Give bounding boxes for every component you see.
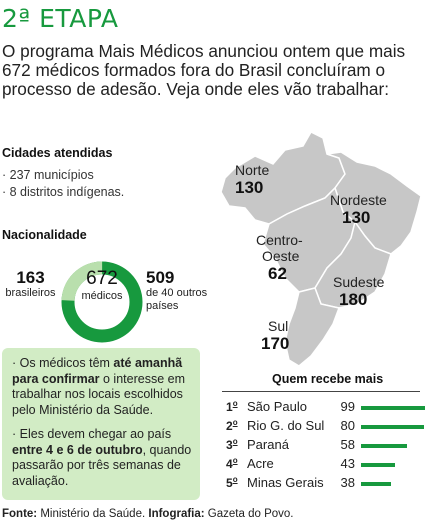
ranking-value: 99 <box>340 399 355 414</box>
foreign-label: de 40 outros países <box>146 287 208 312</box>
ranking-row: 5o Minas Gerais 38 <box>226 475 424 493</box>
ranking-divider <box>222 391 420 392</box>
total-label: médicos <box>81 290 123 302</box>
note-highlight: até amanhã para confirmar <box>12 356 183 386</box>
ranking-value: 58 <box>340 437 355 452</box>
foreign-count: 509 de 40 outros países <box>146 268 216 313</box>
region-name: Sul <box>268 318 289 334</box>
region-value: 180 <box>339 290 368 309</box>
region-name: Nordeste <box>330 192 387 208</box>
ranking-position: 2o <box>226 418 238 433</box>
foreign-value: 509 <box>146 268 175 287</box>
ranking-bar <box>361 482 391 486</box>
brazilian-label: brasileiros <box>5 287 56 299</box>
page-title: 2ª ETAPA <box>2 4 119 33</box>
ranking-bar <box>361 425 424 429</box>
ranking-position: 3o <box>226 437 238 452</box>
ranking-row: 4o Acre 43 <box>226 456 424 474</box>
ranking-value: 38 <box>340 475 355 490</box>
donut-center: 672 médicos <box>60 268 144 302</box>
note-text: · Eles devem chegar ao país <box>12 427 172 441</box>
ranking-position: 1o <box>226 399 238 414</box>
brazilian-count: 163 brasileiros <box>2 268 59 300</box>
region-value: 130 <box>235 178 264 197</box>
ranking-heading: Quem recebe mais <box>272 372 384 386</box>
note-paragraph-confirm: · Os médicos têm até amanhã para confirm… <box>12 356 192 418</box>
note-text: o interesse em trabalhar nos locais esco… <box>12 371 185 417</box>
region-label-centro-oeste: Centro- Oeste 62 <box>256 232 303 283</box>
lead-paragraph: O programa Mais Médicos anunciou ontem q… <box>2 41 406 99</box>
region-value: 130 <box>342 208 371 227</box>
infographic-text: Gazeta do Povo. <box>204 508 294 520</box>
source-text: Ministério da Saúde. <box>37 508 149 520</box>
source-label: Fonte: <box>2 508 38 520</box>
region-label-sudeste: Sudeste 180 <box>333 274 384 309</box>
region-value: 62 <box>268 264 287 283</box>
info-note-box: · Os médicos têm até amanhã para confirm… <box>2 348 200 500</box>
ranking-state: Rio G. do Sul <box>247 418 325 433</box>
cities-item-municipios: · 237 municípios <box>2 168 94 182</box>
cities-heading: Cidades atendidas <box>2 146 113 160</box>
ranking-bar <box>361 444 407 448</box>
source-credit: Fonte: Ministério da Saúde. Infografia: … <box>2 508 293 520</box>
region-name-line2: Oeste <box>262 248 300 264</box>
region-label-norte: Norte 130 <box>235 162 269 197</box>
region-value: 170 <box>261 334 290 353</box>
ranking-position: 5o <box>226 475 238 490</box>
infographic-label: Infografia: <box>148 508 205 520</box>
total-value: 672 <box>86 268 118 289</box>
region-name-line1: Centro- <box>256 232 303 248</box>
region-label-sul: Sul 170 <box>261 318 289 353</box>
region-label-nordeste: Nordeste 130 <box>330 192 387 227</box>
brazilian-value: 163 <box>16 268 45 287</box>
nationality-heading: Nacionalidade <box>2 228 87 242</box>
ranking-bar <box>361 406 425 410</box>
note-highlight: entre 4 e 6 de outubro <box>12 442 143 457</box>
ranking-row: 1o São Paulo 99 <box>226 399 425 417</box>
nationality-donut <box>61 261 143 343</box>
map-region-sul <box>284 287 341 367</box>
donut-brazilian-segment <box>61 261 143 343</box>
ranking-value: 80 <box>340 418 355 433</box>
cities-list: · 237 municípios · 8 distritos indígenas… <box>2 167 124 201</box>
ranking-state: Paraná <box>247 437 289 452</box>
ranking-row: 3o Paraná 58 <box>226 437 424 455</box>
ranking-state: São Paulo <box>247 399 307 414</box>
ranking-state: Acre <box>247 456 274 471</box>
ranking-position: 4o <box>226 456 238 471</box>
note-text: , quando passarão por três semanas de av… <box>12 442 192 488</box>
note-text: · Os médicos têm <box>12 356 114 370</box>
brazil-map-shape <box>220 131 422 367</box>
ranking-bar <box>361 463 395 467</box>
note-paragraph-arrival: · Eles devem chegar ao país entre 4 e 6 … <box>12 427 192 489</box>
ranking-state: Minas Gerais <box>247 475 324 490</box>
brazil-map: Norte 130 Nordeste 130 Centro- Oeste 62 … <box>215 128 425 368</box>
region-name: Sudeste <box>333 274 385 290</box>
cities-item-distritos: · 8 distritos indígenas. <box>2 185 125 199</box>
map-region-sudeste <box>314 220 392 309</box>
ranking-value: 43 <box>340 456 355 471</box>
region-name: Norte <box>235 162 270 178</box>
ranking-row: 2o Rio G. do Sul 80 <box>226 418 424 436</box>
